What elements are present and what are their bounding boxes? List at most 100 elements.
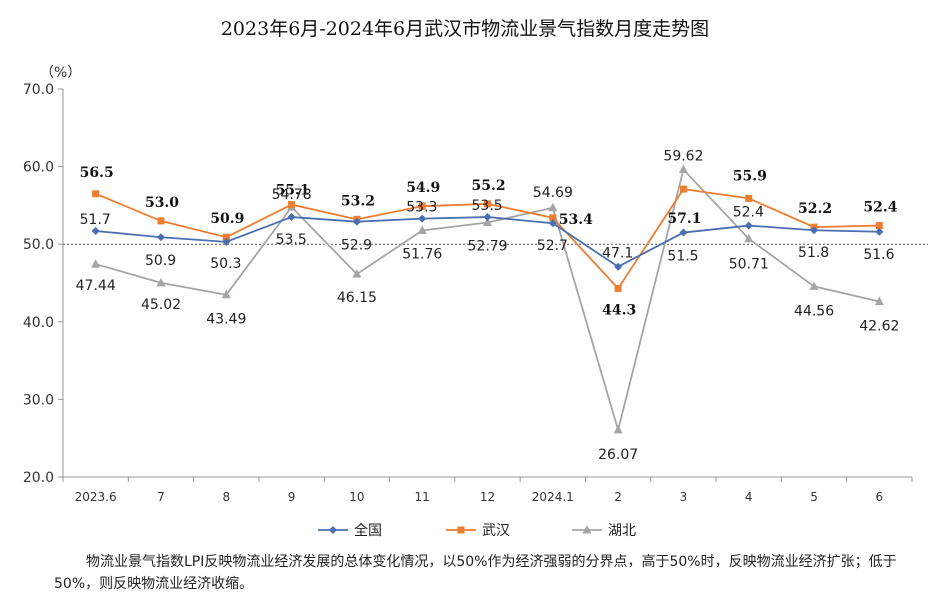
- hubei-point: [874, 296, 884, 305]
- hubei-point: [678, 164, 688, 174]
- quanguo-point: [614, 262, 623, 271]
- wuhan-point: [549, 214, 557, 222]
- quanguo-data-label: 52.9: [341, 238, 372, 254]
- wuhan-data-label: 44.3: [602, 302, 636, 318]
- quanguo-data-label: 53.3: [406, 200, 437, 216]
- quanguo-data-label: 51.8: [798, 245, 829, 261]
- wuhan-data-label: 53.4: [559, 212, 593, 228]
- hubei-point: [352, 269, 362, 278]
- hubei-data-label: 44.56: [794, 303, 834, 319]
- hubei-point: [91, 259, 101, 268]
- y-tick-label: 20.0: [23, 470, 54, 486]
- footnote: 物流业景气指数LPI反映物流业经济发展的总体变化情况，以50%作为经济强弱的分界…: [54, 554, 897, 592]
- x-tick-label: 6: [876, 490, 884, 504]
- wuhan-point: [92, 190, 100, 198]
- y-tick-label: 50.0: [23, 237, 54, 253]
- legend-wuhan-marker: [457, 526, 465, 534]
- y-tick-label: 30.0: [23, 392, 54, 408]
- x-tick-label: 2: [614, 490, 622, 504]
- quanguo-point: [810, 226, 819, 235]
- quanguo-data-label: 51.5: [667, 249, 698, 265]
- hubei-data-label: 45.02: [141, 297, 181, 313]
- quanguo-data-label: 47.1: [602, 246, 633, 262]
- quanguo-data-label: 51.6: [863, 247, 894, 263]
- chart-plot: 20.0 30.0 40.0 50.0 60.0 70.0 2023.6 7 8 9 10 11 12 2…: [23, 82, 928, 539]
- hubei-data-label: 52.79: [468, 239, 508, 255]
- x-tick-label: 11: [415, 490, 430, 504]
- wuhan-point: [288, 201, 296, 209]
- wuhan-point: [745, 194, 753, 202]
- hubei-data-label: 43.49: [206, 312, 246, 328]
- x-tick-label: 2024.1: [532, 490, 574, 504]
- wuhan-point: [875, 222, 883, 230]
- quanguo-point: [744, 221, 753, 230]
- hubei-point: [809, 281, 819, 290]
- wuhan-point: [157, 217, 165, 225]
- wuhan-data-label: 56.5: [80, 165, 114, 181]
- wuhan-data-label: 52.2: [798, 201, 832, 217]
- quanguo-point: [548, 219, 557, 228]
- x-tick-label: 4: [745, 490, 753, 504]
- legend-hubei-label: 湖北: [608, 523, 636, 539]
- wuhan-point: [614, 284, 622, 292]
- legend-quanguo-marker: [329, 526, 337, 534]
- wuhan-data-label: 53.2: [341, 193, 375, 209]
- hubei-point: [744, 233, 754, 243]
- hubei-data-label: 54.78: [272, 187, 312, 203]
- hubei-data-label: 51.76: [402, 247, 442, 263]
- quanguo-point: [287, 213, 296, 222]
- x-tick-label: 9: [288, 490, 296, 504]
- legend-hubei-marker: [582, 525, 592, 534]
- x-tick-label: 10: [349, 490, 364, 504]
- wuhan-data-label: 54.9: [406, 180, 440, 196]
- hubei-point: [613, 424, 623, 434]
- x-tick-label: 7: [157, 490, 165, 504]
- quanguo-data-label: 50.3: [210, 256, 241, 272]
- hubei-data-label: 59.62: [663, 149, 703, 165]
- hubei-data-label: 47.44: [76, 278, 116, 294]
- x-tick-label: 5: [810, 490, 818, 504]
- legend-wuhan-label: 武汉: [482, 523, 510, 539]
- quanguo-point: [875, 227, 884, 236]
- wuhan-data-label: 55.9: [733, 168, 767, 184]
- wuhan-data-label: 52.4: [863, 200, 897, 216]
- wuhan-data-label: 55.1: [276, 183, 310, 199]
- quanguo-data-label: 53.5: [472, 198, 503, 214]
- quanguo-point: [679, 228, 688, 237]
- x-tick-label: 2023.6: [75, 490, 117, 504]
- y-tick-label: 60.0: [23, 160, 54, 176]
- quanguo-point: [418, 214, 427, 223]
- quanguo-data-label: 50.9: [145, 253, 176, 269]
- hubei-point: [483, 217, 492, 227]
- quanguo-data-label: 53.5: [276, 232, 307, 248]
- hubei-data-label: 42.62: [859, 318, 899, 334]
- y-tick-label: 70.0: [23, 82, 54, 98]
- wuhan-point: [222, 233, 230, 241]
- wuhan-point: [679, 185, 687, 193]
- wuhan-point: [418, 202, 426, 210]
- wuhan-data-label: 53.0: [145, 195, 179, 211]
- quanguo-point: [91, 227, 100, 236]
- quanguo-point: [483, 213, 492, 222]
- hubei-point: [417, 225, 427, 235]
- chart-title: 2023年6月-2024年6月武汉市物流业景气指数月度走势图: [220, 18, 710, 40]
- x-tick-label: 3: [680, 490, 688, 504]
- hubei-point: [221, 289, 231, 299]
- x-tick-label: 8: [222, 490, 230, 504]
- hubei-data-label: 26.07: [598, 447, 638, 463]
- wuhan-data-label: 57.1: [667, 211, 701, 227]
- x-tick-label: 12: [480, 490, 495, 504]
- hubei-data-label: 54.69: [533, 185, 573, 201]
- quanguo-data-label: 51.7: [80, 212, 111, 228]
- y-axis-unit-label: （%）: [40, 65, 82, 81]
- quanguo-point: [156, 233, 165, 242]
- y-tick-label: 40.0: [23, 315, 54, 331]
- hubei-data-label: 46.15: [337, 290, 377, 306]
- legend-quanguo-label: 全国: [354, 522, 382, 539]
- hubei-point: [156, 277, 166, 287]
- quanguo-point: [352, 217, 361, 226]
- hubei-data-label: 50.71: [729, 257, 769, 273]
- hubei-point: [548, 202, 558, 212]
- wuhan-data-label: 50.9: [210, 211, 244, 227]
- wuhan-point: [484, 200, 491, 208]
